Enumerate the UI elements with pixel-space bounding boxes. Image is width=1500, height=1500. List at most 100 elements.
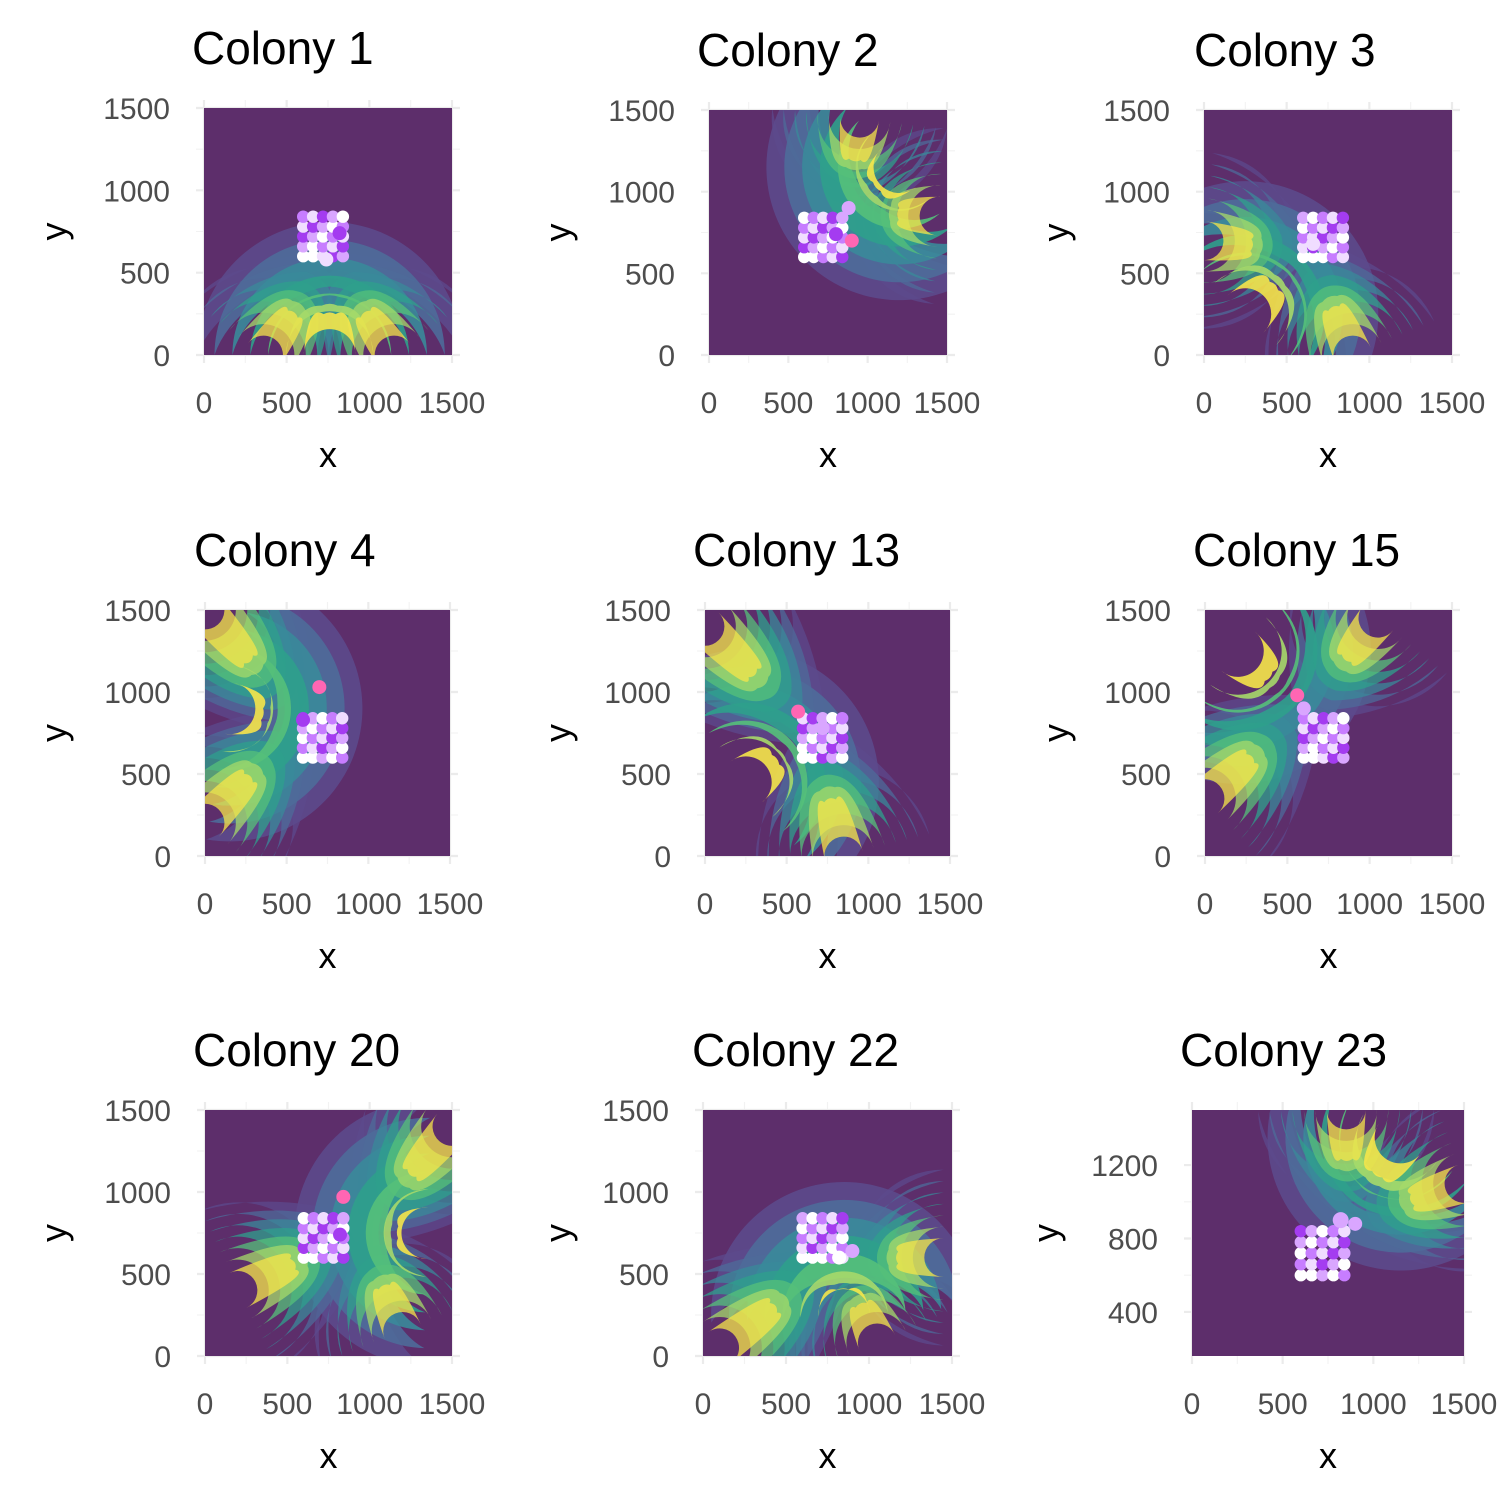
cell-point bbox=[817, 250, 830, 264]
cell-point bbox=[316, 220, 330, 233]
density-band bbox=[1204, 217, 1343, 355]
cell-point bbox=[1327, 1258, 1340, 1271]
highlight-point bbox=[841, 201, 856, 215]
cell-point bbox=[826, 1212, 839, 1225]
x-tick-label: 1500 bbox=[914, 387, 981, 420]
density-band bbox=[1285, 1110, 1464, 1253]
y-tick-label: 500 bbox=[621, 759, 671, 792]
y-tick-label: 1000 bbox=[104, 677, 171, 710]
x-tick-label: 1000 bbox=[336, 1388, 403, 1421]
cell-point bbox=[316, 712, 329, 725]
cell-point bbox=[296, 751, 310, 764]
cell-grid bbox=[1297, 712, 1350, 764]
cell-point bbox=[1306, 211, 1320, 224]
x-tick-label: 1000 bbox=[835, 888, 902, 921]
panel-colony-9: 0 500 1000 1500 400 800 1200 x y Colony 23 bbox=[1025, 1024, 1497, 1476]
cell-point bbox=[1316, 1235, 1329, 1249]
x-tick-label: 1500 bbox=[419, 1388, 486, 1421]
y-tick-label: 0 bbox=[153, 340, 170, 373]
panel-colony-7: 0 500 1000 1500 0 500 1000 1500 x y Colony 20 bbox=[33, 1024, 486, 1476]
cell-point bbox=[1326, 221, 1340, 234]
x-tick-label: 0 bbox=[1184, 1388, 1201, 1421]
cell-point bbox=[1307, 712, 1320, 725]
cell-point bbox=[1317, 741, 1330, 754]
cell-point bbox=[1327, 1224, 1340, 1238]
x-tick-label: 0 bbox=[1197, 888, 1214, 921]
x-tick-label: 500 bbox=[762, 888, 812, 921]
cell-point bbox=[798, 250, 811, 264]
highlight-point bbox=[844, 233, 859, 248]
cell-point bbox=[798, 231, 811, 244]
density-band bbox=[817, 796, 863, 856]
y-axis-title: y bbox=[33, 223, 74, 241]
highlight-point bbox=[1306, 236, 1321, 251]
cell-point bbox=[1307, 721, 1320, 735]
highlight-point bbox=[791, 704, 806, 719]
x-tick-label: 500 bbox=[262, 1388, 312, 1421]
density-band bbox=[705, 649, 879, 856]
cell-point bbox=[1336, 211, 1350, 224]
highlight-point bbox=[832, 1250, 847, 1265]
highlight-point bbox=[828, 227, 843, 242]
cell-point bbox=[836, 1212, 849, 1225]
x-tick-label: 500 bbox=[262, 387, 312, 420]
cell-point bbox=[1326, 250, 1340, 264]
x-tick-label: 1500 bbox=[1419, 387, 1486, 420]
x-tick-label: 1000 bbox=[1336, 387, 1403, 420]
y-tick-label: 0 bbox=[652, 1341, 669, 1374]
cell-point bbox=[807, 231, 820, 244]
cell-point bbox=[836, 731, 849, 745]
cell-point bbox=[1336, 250, 1350, 264]
y-axis-title: y bbox=[537, 224, 578, 242]
x-tick-label: 1500 bbox=[917, 888, 984, 921]
cell-point bbox=[307, 1212, 320, 1225]
density-band bbox=[1204, 221, 1254, 261]
cell-point bbox=[317, 1231, 330, 1245]
cell-point bbox=[1327, 1246, 1340, 1260]
highlight-point bbox=[312, 680, 327, 695]
cell-point bbox=[336, 721, 349, 735]
x-tick-label: 1000 bbox=[1336, 888, 1403, 921]
density-band bbox=[896, 196, 941, 236]
highlight-point bbox=[1332, 1212, 1349, 1229]
cell-point bbox=[317, 1212, 330, 1225]
cell-point bbox=[306, 210, 320, 223]
cell-point bbox=[1317, 712, 1330, 725]
cell-point bbox=[1297, 211, 1310, 224]
cell-point bbox=[796, 751, 810, 764]
cell-point bbox=[336, 712, 349, 725]
x-tick-label: 1500 bbox=[1419, 888, 1486, 921]
x-tick-label: 1000 bbox=[836, 1388, 903, 1421]
x-axis-title: x bbox=[319, 434, 337, 475]
x-tick-label: 500 bbox=[761, 1388, 811, 1421]
density-band bbox=[1322, 303, 1371, 355]
density-band bbox=[303, 312, 356, 355]
cell-point bbox=[1294, 1235, 1308, 1249]
cell-point bbox=[817, 231, 830, 244]
density-band bbox=[837, 120, 940, 229]
cell-point bbox=[1297, 731, 1311, 745]
cell-point bbox=[798, 241, 811, 254]
density-band bbox=[800, 1271, 888, 1318]
panel-title: Colony 2 bbox=[697, 24, 879, 76]
highlight-point bbox=[1290, 688, 1305, 703]
cell-point bbox=[826, 721, 839, 735]
cell-point bbox=[816, 741, 829, 754]
highlight-point bbox=[815, 721, 830, 736]
y-tick-label: 800 bbox=[1108, 1224, 1158, 1257]
density-band bbox=[372, 1281, 421, 1339]
cell-point bbox=[806, 1231, 819, 1245]
panel-colony-6: 0 500 1000 1500 0 500 1000 1500 x y Colony 15 bbox=[1035, 524, 1485, 976]
cell-point bbox=[816, 1212, 829, 1225]
cell-point bbox=[806, 741, 819, 754]
density-band bbox=[839, 115, 880, 163]
cell-point bbox=[1297, 712, 1311, 725]
density-band bbox=[896, 1238, 944, 1278]
density-contours bbox=[205, 610, 363, 856]
cell-point bbox=[1297, 250, 1310, 264]
cell-point bbox=[307, 1251, 320, 1264]
density-band bbox=[871, 162, 942, 270]
density-contours bbox=[1258, 1110, 1464, 1272]
cell-point bbox=[1336, 221, 1350, 234]
x-tick-label: 500 bbox=[262, 888, 312, 921]
